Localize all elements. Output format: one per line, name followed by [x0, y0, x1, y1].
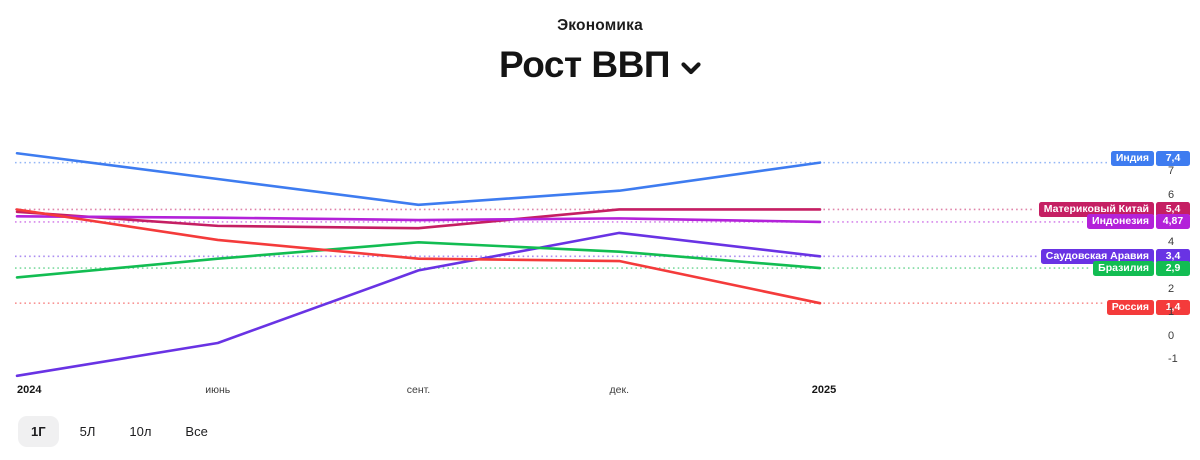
series-name-chip: Материковый Китай — [1038, 201, 1154, 217]
page-title: Рост ВВП — [499, 44, 670, 85]
chevron-down-icon — [681, 61, 701, 74]
series-name-chip: Индия — [1110, 151, 1154, 167]
series-line — [15, 214, 822, 224]
series-line — [15, 240, 822, 279]
series-endpoint-label: Индия 7,4 — [1110, 151, 1190, 167]
category-label: Экономика — [557, 17, 643, 34]
range-button-10л[interactable]: 10л — [116, 416, 164, 447]
series-name-chip: Индонезия — [1087, 214, 1154, 230]
y-tick-label: 1 — [1168, 306, 1175, 319]
x-axis-label: 2024 — [17, 384, 42, 396]
series-line — [15, 151, 822, 207]
series-value-chip: 7,4 — [1156, 151, 1190, 167]
time-range-selector: 1Г 5Л 10л Все — [18, 416, 221, 447]
x-axis-label: 2025 — [811, 384, 837, 396]
title-dropdown[interactable]: Рост ВВП — [0, 44, 1200, 86]
x-axis-label: июнь — [205, 384, 231, 396]
series-value-chip: 4,87 — [1156, 214, 1190, 230]
x-axis-label: дек. — [609, 384, 629, 396]
series-value-chip: 2,9 — [1156, 260, 1190, 276]
series-line — [15, 231, 822, 378]
y-tick-label: 0 — [1168, 329, 1175, 342]
series-line — [15, 208, 822, 230]
series-endpoint-label: Бразилия 2,9 — [1093, 260, 1190, 276]
range-button-все[interactable]: Все — [172, 416, 220, 447]
series-value-chip: 1,4 — [1156, 299, 1190, 315]
series-endpoint-label: Россия 1,4 — [1106, 299, 1190, 315]
range-button-5л[interactable]: 5Л — [67, 416, 109, 447]
series-endpoint-label: Материковый Китай 5,4 — [1038, 201, 1190, 217]
series-value-chip: 3,4 — [1156, 248, 1190, 264]
series-name-chip: Бразилия — [1093, 260, 1154, 276]
x-axis-label: сент. — [406, 384, 431, 396]
series-line — [15, 208, 822, 305]
range-button-1г[interactable]: 1Г — [18, 416, 59, 447]
series-name-chip: Саудовская Аравия — [1040, 248, 1154, 264]
y-tick-label: -1 — [1168, 352, 1178, 365]
series-value-chip: 5,4 — [1156, 201, 1190, 217]
series-name-chip: Россия — [1106, 299, 1154, 315]
y-tick-label: 7 — [1168, 165, 1175, 178]
y-tick-label: 2 — [1168, 282, 1175, 295]
y-tick-label: 6 — [1168, 188, 1175, 201]
series-endpoint-label: Индонезия 4,87 — [1087, 214, 1190, 230]
y-tick-label: 4 — [1168, 235, 1175, 248]
series-endpoint-label: Саудовская Аравия 3,4 — [1040, 248, 1190, 264]
